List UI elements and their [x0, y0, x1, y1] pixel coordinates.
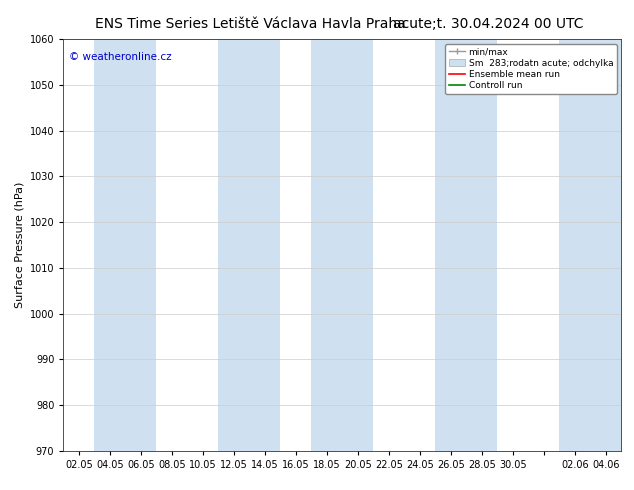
Bar	[311, 39, 373, 451]
Legend: min/max, Sm  283;rodatn acute; odchylka, Ensemble mean run, Controll run: min/max, Sm 283;rodatn acute; odchylka, …	[445, 44, 617, 94]
Bar	[559, 39, 621, 451]
Y-axis label: Surface Pressure (hPa): Surface Pressure (hPa)	[14, 182, 24, 308]
Text: acute;t. 30.04.2024 00 UTC: acute;t. 30.04.2024 00 UTC	[393, 17, 583, 31]
Text: ENS Time Series Letiště Václava Havla Praha: ENS Time Series Letiště Václava Havla Pr…	[95, 17, 406, 31]
Bar	[436, 39, 497, 451]
Text: © weatheronline.cz: © weatheronline.cz	[69, 51, 172, 62]
Bar	[94, 39, 157, 451]
Bar	[218, 39, 280, 451]
